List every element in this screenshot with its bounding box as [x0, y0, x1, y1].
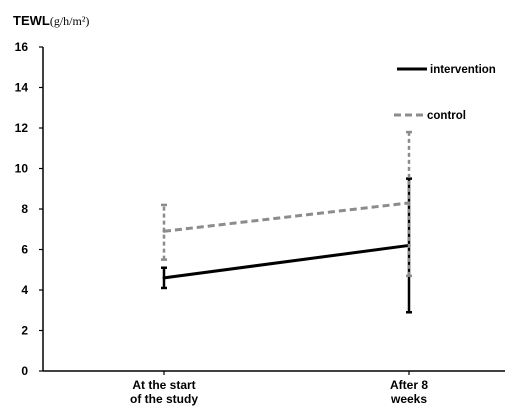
y-tick-label: 14	[15, 81, 29, 95]
y-tick-label: 12	[15, 121, 29, 135]
series-line	[163, 201, 410, 233]
series-line	[163, 243, 410, 280]
y-tick-label: 8	[21, 202, 28, 216]
legend-label-control: control	[427, 110, 466, 122]
y-tick-label: 4	[21, 283, 28, 297]
y-axis-label-main: TEWL	[13, 13, 50, 28]
data-point	[162, 229, 166, 233]
y-tick-label: 10	[15, 162, 29, 176]
series-intervention	[161, 177, 412, 314]
y-tick-label: 0	[21, 364, 28, 378]
data-point	[407, 201, 411, 205]
y-tick-label: 6	[21, 243, 28, 257]
legend: intervention control	[394, 64, 496, 122]
x-category-label: After 8 weeks	[389, 378, 428, 406]
legend-label-intervention: intervention	[430, 64, 496, 76]
y-tick-label: 2	[21, 324, 28, 338]
axes: 0 2 4 6 8 10 12 14 16	[15, 40, 505, 378]
y-axis-label-unit: (g/h/m²)	[49, 14, 90, 28]
x-category-label: At the start of the study	[130, 378, 198, 406]
y-axis-label: TEWL(g/h/m²)	[13, 13, 89, 29]
series-control	[161, 130, 412, 278]
y-tick-label: 16	[15, 40, 29, 54]
data-point	[162, 276, 166, 280]
series-layer	[161, 130, 412, 314]
